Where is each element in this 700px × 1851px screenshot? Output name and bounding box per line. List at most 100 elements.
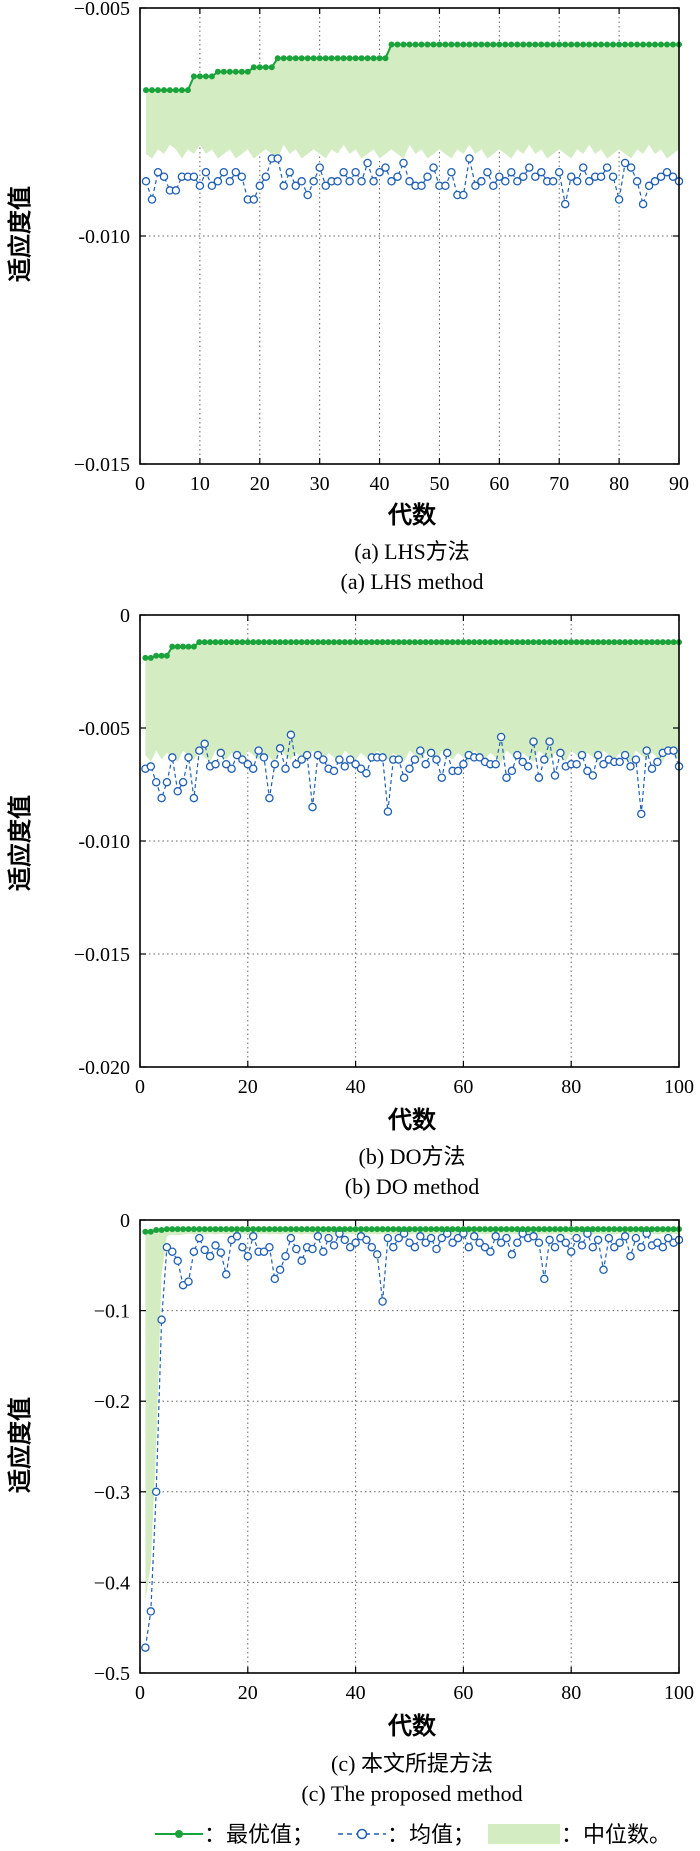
mean-point	[227, 764, 236, 773]
best-point	[444, 1226, 451, 1233]
mean-point	[387, 177, 396, 186]
best-point	[579, 639, 585, 646]
best-point	[605, 639, 612, 646]
mean-point	[162, 777, 172, 787]
mean-point	[608, 172, 618, 181]
y-tick-label: −0.015	[74, 944, 130, 966]
best-point	[314, 639, 321, 646]
best-point	[465, 639, 472, 646]
best-point	[455, 1226, 461, 1233]
best-point	[611, 1226, 618, 1233]
best-point	[589, 1226, 596, 1233]
best-point	[556, 41, 563, 48]
mean-point	[614, 195, 624, 204]
mean-point	[507, 766, 517, 776]
mean-point	[642, 746, 651, 755]
mean-point	[577, 750, 587, 760]
mean-point	[281, 764, 290, 773]
best-point	[310, 55, 317, 62]
best-point	[244, 1226, 251, 1233]
best-point	[454, 41, 461, 48]
best-point	[347, 639, 354, 646]
mean-point	[599, 1265, 608, 1275]
best-point	[514, 41, 521, 48]
mean-point	[157, 793, 166, 803]
mean-point	[378, 753, 387, 762]
best-point	[395, 1226, 402, 1233]
mean-point	[465, 154, 474, 163]
mean-point	[620, 1232, 630, 1241]
mean-point	[211, 1241, 220, 1250]
best-point	[508, 41, 515, 48]
best-point	[155, 87, 161, 94]
best-point	[604, 41, 611, 48]
best-point	[628, 41, 635, 48]
best-point	[460, 1226, 467, 1233]
y-axis-title: 适应度值	[6, 795, 34, 891]
best-point	[166, 87, 173, 94]
best-point	[287, 1226, 294, 1233]
mean-point	[501, 177, 510, 186]
best-point	[223, 1226, 230, 1233]
best-point	[250, 1226, 257, 1233]
best-point	[163, 652, 170, 659]
mean-point	[216, 1248, 226, 1257]
mean-point	[548, 177, 558, 186]
best-point	[568, 639, 575, 646]
best-point	[358, 1226, 364, 1233]
mean-point	[550, 1242, 560, 1252]
best-point	[298, 1226, 305, 1233]
mean-point	[211, 759, 220, 769]
x-tick-label: 60	[453, 1682, 473, 1704]
mean-point	[453, 1233, 463, 1243]
best-point	[442, 41, 449, 48]
mean-point	[313, 1232, 323, 1241]
best-point	[368, 639, 375, 646]
mean-point	[537, 167, 546, 177]
panel-caption-en: (a) LHS method	[341, 569, 484, 594]
mean-point	[335, 755, 344, 764]
best-point	[664, 41, 670, 48]
mean-point	[423, 172, 432, 181]
best-point	[412, 41, 419, 48]
mean-point	[421, 1238, 430, 1247]
mean-point	[249, 195, 259, 204]
best-point	[627, 639, 634, 646]
best-point	[433, 639, 440, 646]
mean-point	[378, 1297, 387, 1306]
best-point	[142, 1228, 149, 1235]
mean-point	[421, 759, 430, 769]
best-point	[286, 55, 293, 62]
mean-point	[441, 181, 450, 191]
x-tick-label: 0	[135, 1076, 145, 1098]
best-point	[589, 639, 596, 646]
best-point	[232, 68, 239, 75]
x-tick-label: 100	[664, 1076, 694, 1098]
best-point	[384, 639, 391, 646]
best-point	[562, 41, 569, 48]
best-point	[250, 64, 257, 71]
mean-point	[502, 773, 511, 782]
y-tick-label: −0.005	[74, 0, 130, 20]
best-point	[374, 1226, 381, 1233]
best-point	[584, 639, 591, 646]
mean-point	[291, 181, 300, 191]
best-point	[390, 1226, 397, 1233]
best-point	[438, 1226, 445, 1233]
mean-point	[297, 1256, 306, 1266]
best-point	[638, 639, 645, 646]
mean-point	[340, 762, 350, 771]
legend-best-label: ：最优值；	[204, 1822, 314, 1847]
mean-point	[631, 1233, 641, 1243]
best-point	[498, 1226, 505, 1233]
x-tick-label: 60	[453, 1076, 473, 1098]
median-band	[145, 642, 679, 762]
best-point	[574, 41, 581, 48]
best-point	[430, 41, 437, 48]
mean-point	[281, 1251, 290, 1261]
mean-point	[265, 1242, 274, 1252]
mean-point	[200, 1245, 209, 1255]
best-point	[557, 1226, 564, 1233]
best-point	[428, 1226, 435, 1233]
mean-point	[560, 199, 570, 209]
